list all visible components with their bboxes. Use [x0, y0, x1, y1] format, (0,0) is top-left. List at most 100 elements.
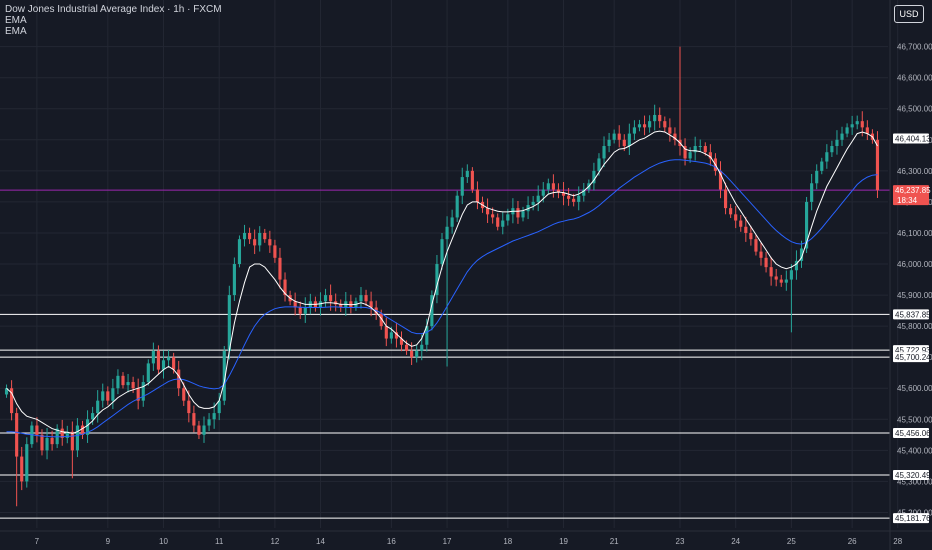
time-axis[interactable]: 7 9 10 11 12 14 16 17 18 19 21 23 24 25 26 28	[0, 530, 932, 546]
candle-body	[729, 208, 733, 215]
candle-body	[278, 257, 282, 280]
level-price-tag-bg	[893, 427, 929, 438]
candle-body	[536, 195, 540, 202]
price-axis[interactable]: 45,200.00 45,300.00 45,400.00 45,500.00 45,6…	[889, 0, 932, 550]
candle-body	[212, 413, 216, 420]
current-price-tag-countdown: 18:34	[897, 196, 918, 205]
price-tick-label: 45,800.00	[897, 322, 932, 331]
candle-body	[653, 114, 657, 122]
candle-body	[698, 146, 702, 148]
candle-body	[739, 220, 743, 227]
candle-body	[45, 437, 49, 451]
candle-body	[506, 214, 510, 221]
price-tick-label: 45,300.00	[897, 477, 932, 486]
price-tick-label: 45,900.00	[897, 291, 932, 300]
price-tick-label: 45,400.00	[897, 446, 932, 455]
symbol-title[interactable]: Dow Jones Industrial Average Index · 1h …	[5, 4, 222, 15]
candle-body	[60, 428, 64, 438]
candle-body	[642, 124, 647, 128]
candle-body	[161, 360, 166, 370]
candle-body	[253, 239, 257, 246]
candle-body	[303, 307, 307, 314]
candle-body	[146, 363, 150, 383]
candle-body	[369, 301, 373, 308]
candle-body	[237, 239, 242, 265]
candle-body	[379, 313, 383, 327]
candle-body	[85, 419, 90, 435]
candle-body	[91, 413, 95, 420]
time-tick-label: 24	[731, 537, 740, 546]
ema-lines	[6, 130, 878, 438]
candle-body	[718, 170, 723, 190]
candle-body	[693, 146, 697, 153]
candle-body	[632, 127, 636, 134]
candle-body	[734, 214, 738, 221]
candle-body	[617, 133, 621, 140]
candle-body	[470, 170, 474, 190]
candle-body	[551, 183, 555, 190]
candle-body	[465, 170, 469, 178]
price-tick-label: 46,100.00	[897, 229, 932, 238]
candle-body	[101, 391, 105, 401]
candle-body	[364, 295, 368, 302]
candle-body	[156, 350, 161, 370]
candle-body	[486, 208, 490, 215]
candle-body	[637, 124, 642, 128]
candle-body	[111, 388, 115, 401]
candle-body	[673, 133, 677, 140]
candle-body	[708, 152, 712, 159]
candle-body	[15, 413, 19, 457]
candle-body	[207, 419, 211, 426]
candle-body	[799, 248, 804, 261]
candle-body	[820, 161, 824, 171]
candle-body	[825, 152, 829, 162]
candle-body	[769, 267, 773, 277]
candle-body	[65, 431, 69, 438]
candle-body	[151, 350, 155, 364]
candle-body	[521, 211, 525, 218]
chart-legend: Dow Jones Industrial Average Index · 1h …	[5, 4, 222, 37]
ema-value-tag-bg	[893, 133, 929, 144]
candle-body	[192, 413, 196, 426]
candle-body	[126, 382, 130, 386]
time-tick-label: 17	[443, 537, 452, 546]
candle-body	[96, 400, 100, 414]
candle-body	[283, 279, 287, 296]
time-tick-label: 21	[610, 537, 619, 546]
horizontal-level-lines[interactable]	[0, 189, 890, 519]
time-tick-label: 18	[503, 537, 512, 546]
candle-body	[435, 264, 439, 296]
indicator-ema-2[interactable]: EMA	[5, 26, 27, 37]
candle-body	[40, 434, 44, 451]
candle-body	[440, 239, 444, 265]
currency-button[interactable]: USD	[894, 5, 924, 23]
level-price-tag-bg	[893, 352, 929, 363]
candle-body	[855, 121, 859, 125]
candle-body	[541, 189, 545, 196]
current-price-tag-bg	[893, 185, 929, 206]
candle-body	[815, 170, 819, 184]
ema-value-tag: 46,404.13	[895, 135, 931, 144]
candle-body	[202, 425, 206, 435]
price-tick-label: 45,500.00	[897, 415, 932, 424]
candle-body	[131, 382, 135, 389]
candle-body	[232, 264, 236, 296]
candle-body	[298, 307, 302, 314]
indicator-ema-1[interactable]: EMA	[5, 15, 27, 26]
time-tick-label: 19	[559, 537, 568, 546]
candle-body	[597, 158, 601, 171]
candle-body	[602, 146, 606, 159]
price-tick-label: 46,000.00	[897, 260, 932, 269]
ema-fast-line	[6, 130, 878, 434]
price-tick-label: 46,500.00	[897, 105, 932, 114]
candle-body	[20, 456, 24, 482]
level-price-tag: 45,181.76	[895, 514, 931, 523]
level-price-tag: 45,700.24	[895, 353, 931, 362]
candle-body	[404, 344, 409, 351]
time-tick-label: 16	[387, 537, 396, 546]
candle-body	[663, 121, 667, 128]
candle-body	[683, 146, 687, 159]
candle-body	[197, 425, 201, 435]
candle-body	[612, 133, 616, 140]
